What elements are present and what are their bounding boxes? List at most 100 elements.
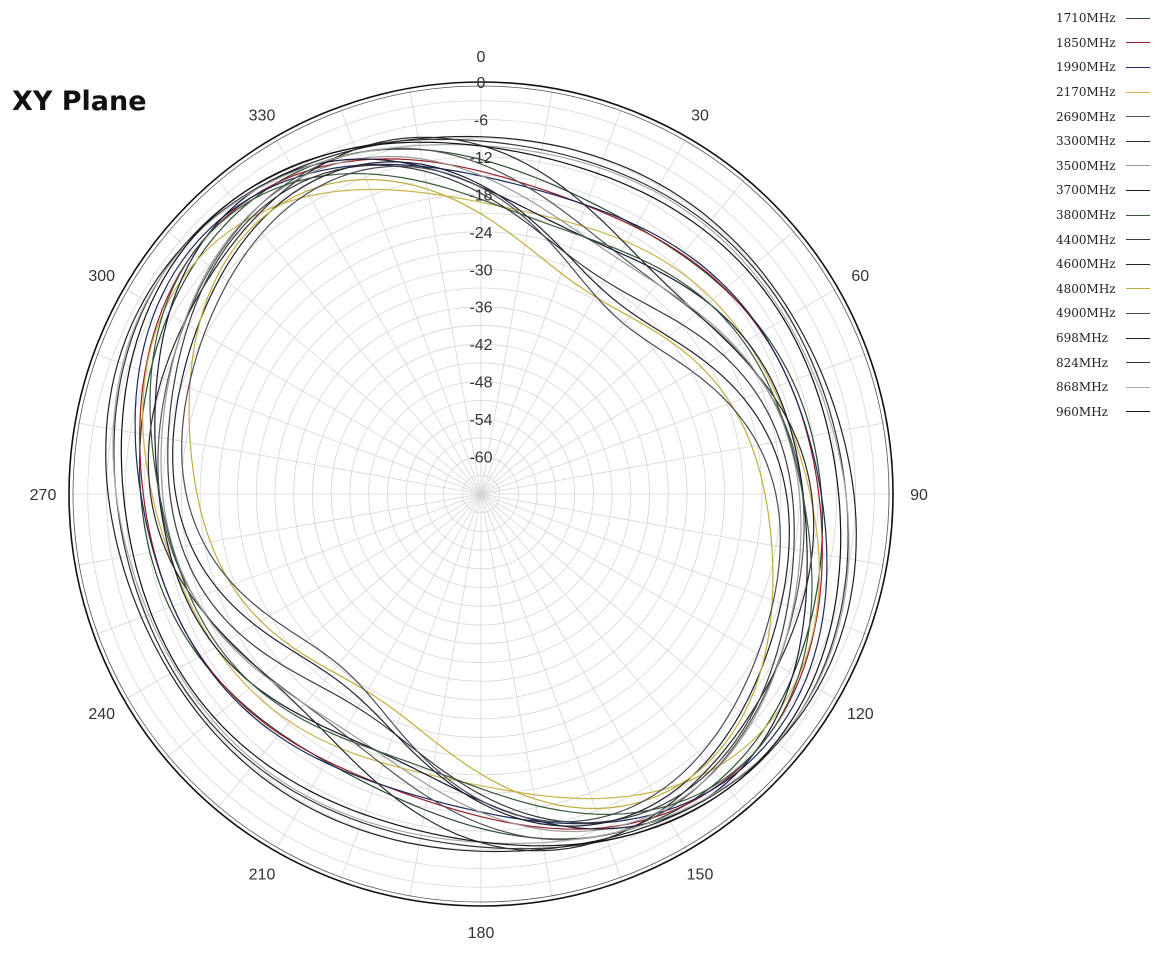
angle-tick-label: 270: [30, 487, 57, 504]
grid-spoke: [480, 493, 688, 851]
radial-tick-label: -48: [469, 375, 492, 392]
legend-label: 4600MHz: [1056, 257, 1116, 272]
legend-swatch: [1126, 214, 1150, 216]
legend-swatch: [1126, 116, 1150, 118]
legend-label: 4800MHz: [1056, 281, 1116, 296]
legend-label: 1990MHz: [1056, 60, 1116, 75]
angle-tick-label: 30: [691, 108, 709, 125]
angle-tick-label: 150: [687, 866, 714, 883]
legend-item: 3500MHz: [1056, 154, 1156, 179]
radial-tick-label: -36: [469, 300, 492, 317]
legend-swatch: [1126, 189, 1150, 191]
grid-spoke: [480, 493, 623, 882]
legend-swatch: [1126, 140, 1150, 142]
radial-tick-label: -54: [469, 412, 492, 429]
legend-label: 3800MHz: [1056, 208, 1116, 223]
radial-tick-label: -6: [474, 113, 488, 130]
legend-label: 4400MHz: [1056, 232, 1116, 247]
grid-spoke: [480, 493, 838, 701]
legend-label: 2170MHz: [1056, 85, 1116, 100]
legend-item: 1990MHz: [1056, 55, 1156, 80]
legend-label: 868MHz: [1056, 380, 1108, 395]
legend-swatch: [1126, 17, 1150, 19]
legend-label: 1850MHz: [1056, 35, 1116, 50]
legend-swatch: [1126, 91, 1150, 93]
grid-spoke: [480, 106, 623, 495]
grid-spoke: [339, 106, 482, 495]
radial-tick-label: -42: [469, 337, 492, 354]
series-line-698MHz: [105, 135, 857, 853]
legend-item: 3300MHz: [1056, 129, 1156, 154]
grid-spoke: [409, 493, 482, 900]
grid-spoke: [123, 287, 482, 495]
legend-label: 3300MHz: [1056, 134, 1116, 149]
grid-spoke: [215, 178, 482, 495]
angle-tick-label: 240: [88, 706, 115, 723]
legend-swatch: [1126, 362, 1150, 364]
legend-item: 4400MHz: [1056, 227, 1156, 252]
legend-swatch: [1126, 66, 1150, 68]
legend-swatch: [1126, 337, 1150, 339]
grid-spoke: [480, 422, 887, 495]
legend-label: 824MHz: [1056, 355, 1108, 370]
series-line-4600MHz: [172, 161, 790, 827]
legend-label: 1710MHz: [1056, 11, 1116, 26]
grid-spoke: [480, 178, 747, 495]
outer-ring: [68, 81, 894, 907]
legend-label: 698MHz: [1056, 331, 1108, 346]
angle-tick-label: 180: [468, 925, 495, 942]
series-line-960MHz: [120, 141, 842, 847]
grid-spoke: [480, 88, 553, 495]
legend-swatch: [1126, 312, 1150, 314]
legend-item: 4900MHz: [1056, 301, 1156, 326]
angle-tick-label: 210: [249, 866, 276, 883]
angle-tick-label: 300: [88, 268, 115, 285]
grid-spoke: [480, 228, 797, 495]
legend-item: 1710MHz: [1056, 6, 1156, 31]
grid-spoke: [165, 493, 482, 760]
legend-item: 960MHz: [1056, 400, 1156, 425]
radial-tick-label: -12: [469, 150, 492, 167]
radial-tick-label: -18: [469, 187, 492, 204]
series-curves: [105, 135, 857, 853]
grid-spoke: [75, 493, 482, 566]
legend-item: 868MHz: [1056, 375, 1156, 400]
radial-tick-label: -24: [469, 225, 492, 242]
series-line-4400MHz: [167, 164, 795, 824]
legend-label: 960MHz: [1056, 404, 1108, 419]
series-line-2690MHz: [157, 147, 805, 841]
grid-spoke: [274, 136, 482, 495]
legend-item: 4800MHz: [1056, 277, 1156, 302]
legend-swatch: [1126, 411, 1150, 413]
legend-item: 824MHz: [1056, 350, 1156, 375]
series-line-4800MHz: [188, 178, 774, 810]
grid-spoke: [215, 493, 482, 810]
legend-item: 2170MHz: [1056, 80, 1156, 105]
legend-swatch: [1126, 42, 1150, 44]
legend-item: 698MHz: [1056, 326, 1156, 351]
legend-label: 3500MHz: [1056, 158, 1116, 173]
grid-spoke: [480, 493, 869, 636]
polar-chart: 0 30 60 90 120 150 180 210 240 270 300 330 0 -6 -12 -1…: [30, 49, 928, 942]
chart-title: XY Plane: [12, 86, 147, 117]
grid-spoke: [123, 493, 482, 701]
angle-tick-label: 0: [477, 49, 486, 66]
grid-spoke: [339, 493, 482, 882]
grid-spoke: [93, 493, 482, 636]
legend-swatch: [1126, 386, 1150, 388]
legend-item: 4600MHz: [1056, 252, 1156, 277]
angle-tick-label: 60: [851, 268, 869, 285]
angle-tick-labels: 0 30 60 90 120 150 180 210 240 270 300 330: [30, 49, 928, 942]
angle-tick-label: 90: [910, 487, 928, 504]
legend-item: 1850MHz: [1056, 31, 1156, 56]
grid-spoke: [480, 287, 838, 495]
legend-item: 3700MHz: [1056, 178, 1156, 203]
polar-grid: [68, 81, 894, 907]
legend-item: 2690MHz: [1056, 104, 1156, 129]
series-line-4900MHz: [181, 165, 781, 823]
legend-swatch: [1126, 288, 1150, 290]
legend-label: 4900MHz: [1056, 306, 1116, 321]
legend-item: 3800MHz: [1056, 203, 1156, 228]
radial-tick-label: -30: [469, 262, 492, 279]
grid-spoke: [93, 352, 482, 495]
